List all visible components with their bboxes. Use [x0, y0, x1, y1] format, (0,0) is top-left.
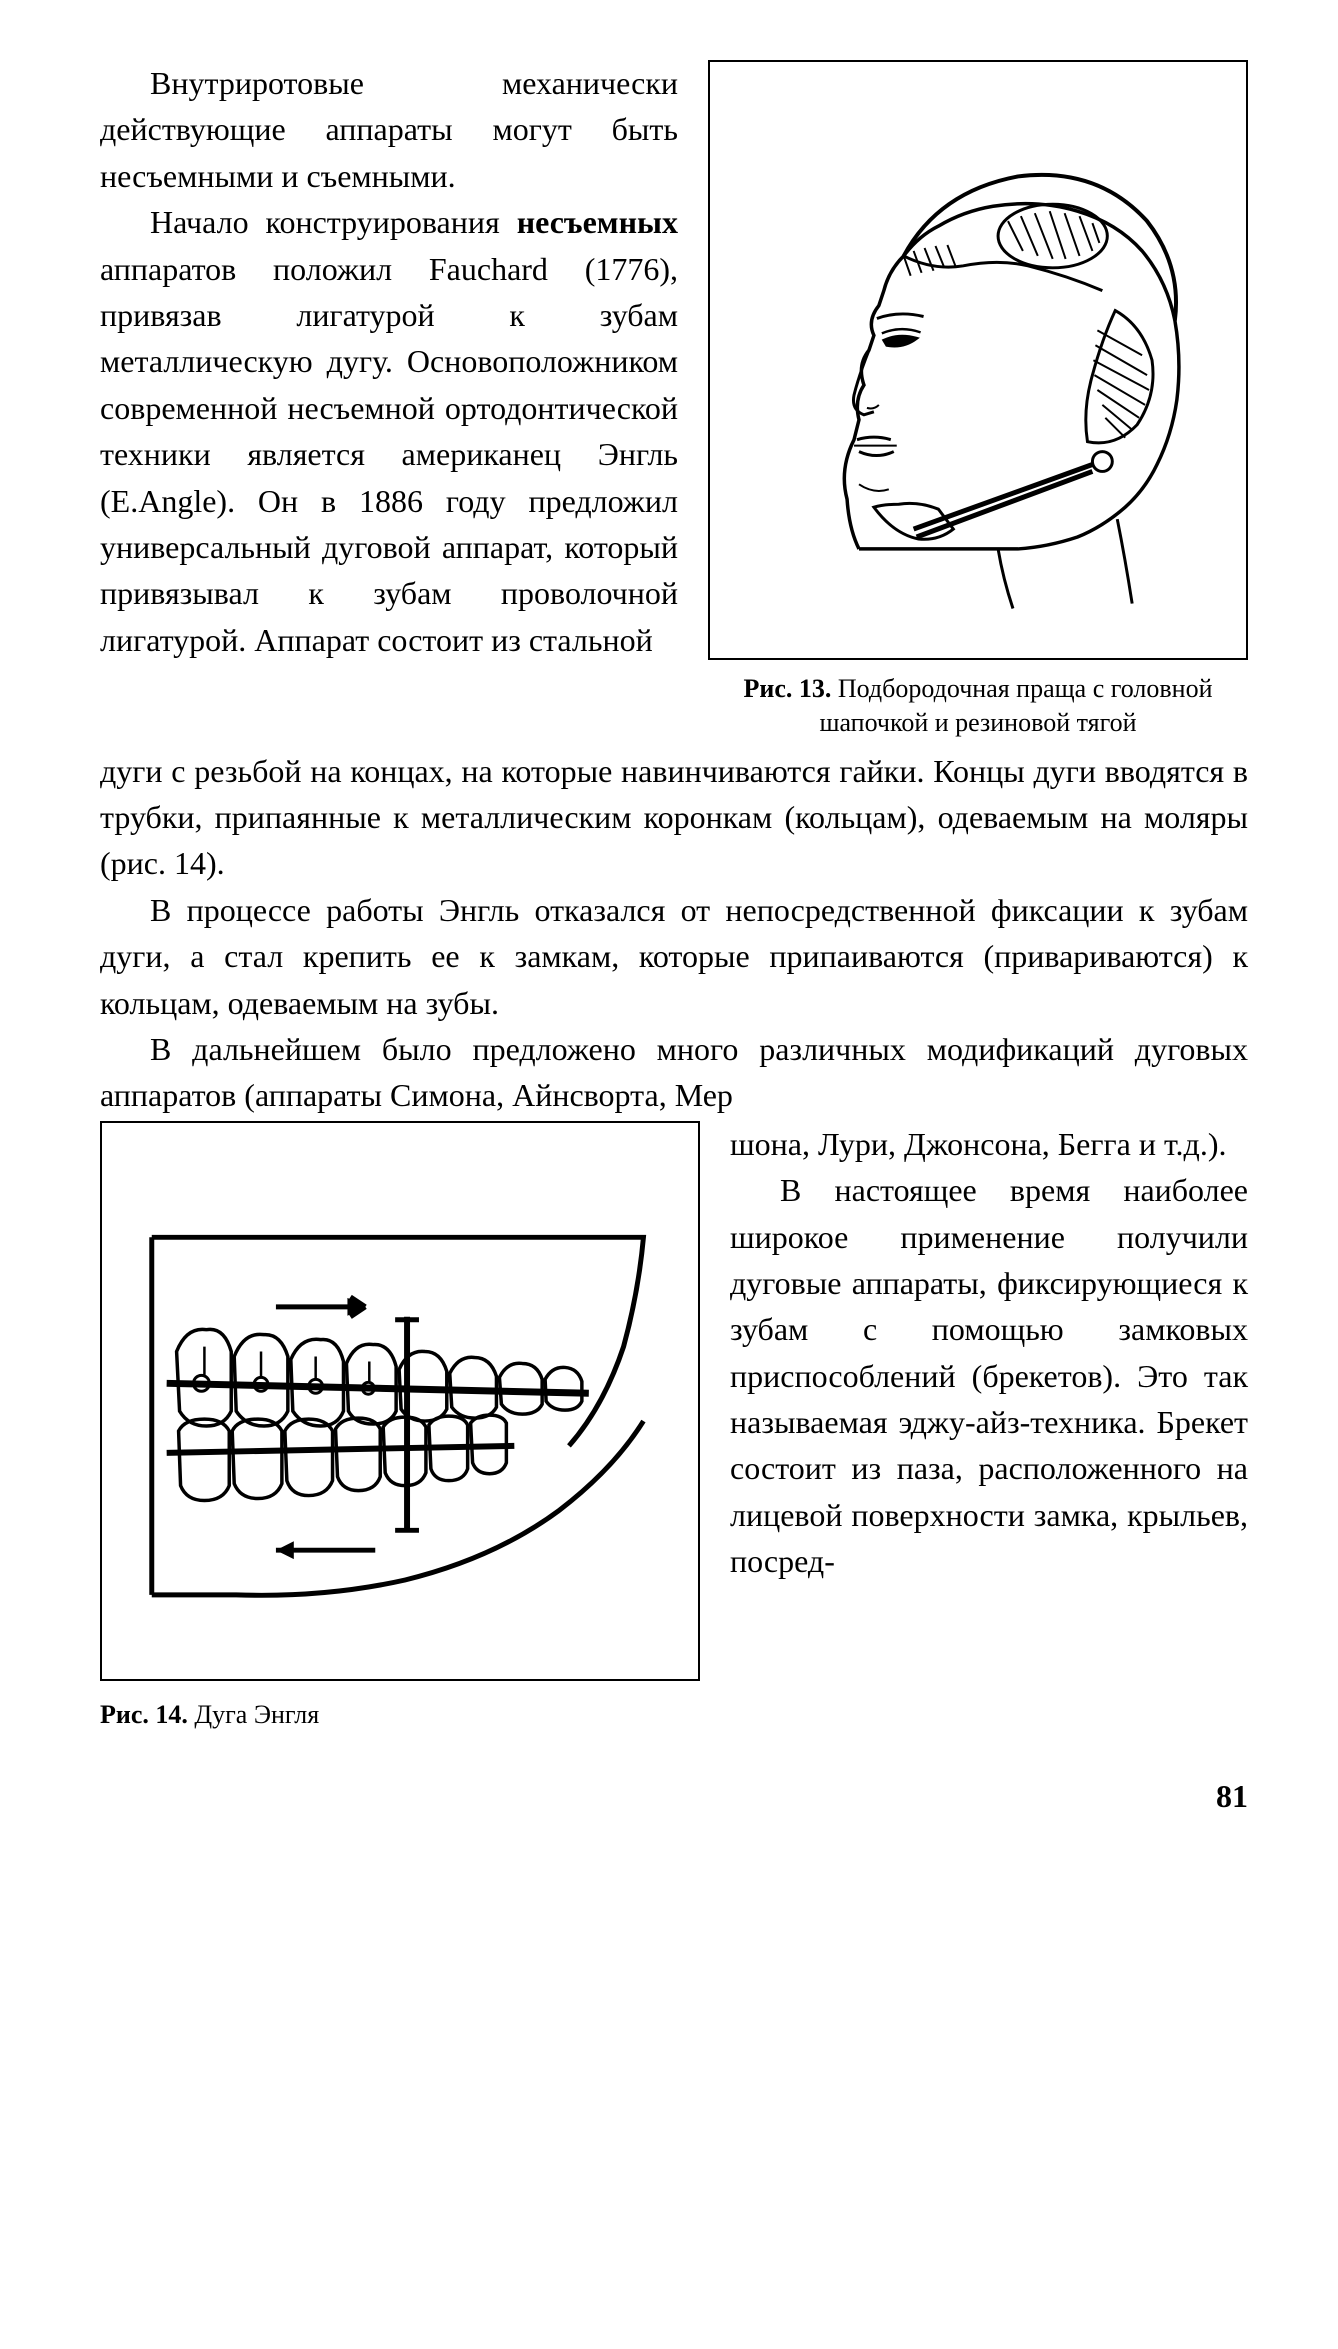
fig14-label: Рис. 14.	[100, 1700, 188, 1729]
top-section: Внутриротовые механически действующие ап…	[100, 60, 1248, 740]
figure-14-block: Рис. 14. Дуга Энгля	[100, 1121, 700, 1734]
fig13-label: Рис. 13.	[744, 674, 832, 703]
fig14-caption-text: Дуга Энгля	[188, 1700, 319, 1729]
page-number: 81	[100, 1773, 1248, 1819]
text-column-right: шона, Лури, Джонсона, Бегга и т.д.). В н…	[730, 1121, 1248, 1585]
full-width-text-block: дуги с резьбой на концах, на которые нав…	[100, 748, 1248, 1119]
p2-bold-word: несъемных	[517, 204, 678, 240]
figure-14-frame	[100, 1121, 700, 1681]
figure-13-drawing	[737, 92, 1219, 628]
p2-part1: Начало конструирования	[150, 204, 517, 240]
paragraph-1: Внутриротовые механически действующие ап…	[100, 60, 678, 199]
paragraph-5: В настоящее время наиболее широкое приме…	[730, 1167, 1248, 1585]
paragraph-2-start: Начало конструирования несъемных аппарат…	[100, 199, 678, 663]
figure-13-frame	[708, 60, 1248, 660]
bottom-section: Рис. 14. Дуга Энгля шона, Лури, Джонсона…	[100, 1121, 1248, 1734]
figure-13-caption: Рис. 13. Подбородочная праща с головной …	[708, 672, 1248, 740]
paragraph-3: В процессе работы Энгль отказался от неп…	[100, 887, 1248, 1026]
figure-14-drawing	[117, 1151, 683, 1651]
fig13-caption-text: Подбородочная праща с головной шапочкой …	[819, 674, 1212, 737]
text-column-left: Внутриротовые механически действующие ап…	[100, 60, 678, 740]
p2-part2: аппаратов положил Fauchard (1776), привя…	[100, 251, 678, 658]
figure-13-block: Рис. 13. Подбородочная праща с головной …	[708, 60, 1248, 740]
page-content: Внутриротовые механически действующие ап…	[100, 60, 1248, 1820]
paragraph-2-continue: дуги с резьбой на концах, на которые нав…	[100, 748, 1248, 887]
paragraph-4-continue: шона, Лури, Джонсона, Бегга и т.д.).	[730, 1121, 1248, 1167]
figure-14-caption: Рис. 14. Дуга Энгля	[100, 1696, 700, 1734]
paragraph-4-start: В дальнейшем было предложено много разли…	[100, 1026, 1248, 1119]
